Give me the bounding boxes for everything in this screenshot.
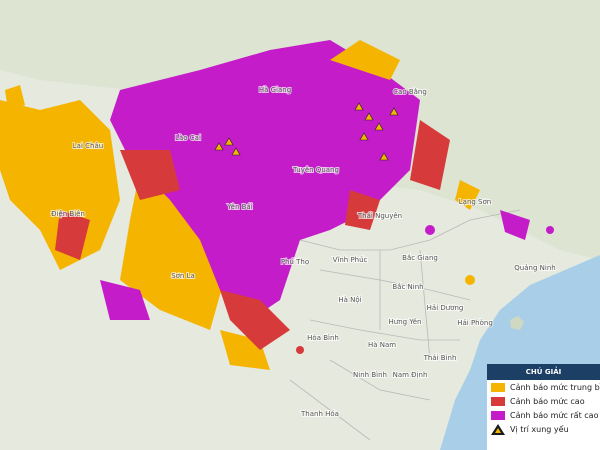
risk-areas <box>0 40 554 370</box>
place-label: Hà Giang <box>259 86 291 94</box>
legend-items: Cảnh báo mức trung bình Cảnh báo mức cao C… <box>487 380 600 436</box>
borders <box>289 209 521 441</box>
place-label: Cao Bằng <box>393 87 427 96</box>
legend-swatch <box>491 396 505 406</box>
legend-item: Cảnh báo mức rất cao <box>487 408 600 422</box>
place-label: Bắc Giang <box>402 253 438 262</box>
place-label: Yên Bái <box>226 203 252 211</box>
place-label: Hà Nam <box>368 341 396 349</box>
place-label: Điện Biên <box>51 210 85 218</box>
legend-label: Vị trí xung yếu <box>510 424 569 434</box>
place-label: Tuyên Quang <box>292 166 339 174</box>
place-label: Hải Phòng <box>457 319 493 327</box>
place-label: Sơn La <box>171 272 195 280</box>
place-label: Nam Định <box>393 371 428 379</box>
place-labels: Lai Châu Điện Biên Lào Cai Yên Bái Sơn La Hà … <box>50 85 557 419</box>
legend: CHÚ GIẢI Cảnh báo mức trung bìnhCảnh báo… <box>487 364 600 450</box>
place-label: Hải Dương <box>427 304 464 312</box>
place-label: Hưng Yên <box>389 318 422 326</box>
place-label: Lạng Sơn <box>459 198 491 206</box>
place-label: Bắc Ninh <box>392 282 423 291</box>
legend-item: Cảnh báo mức cao <box>487 394 600 408</box>
legend-label: Cảnh báo mức trung bình <box>510 382 600 392</box>
place-label: Hà Nội <box>338 296 361 304</box>
place-label: Ninh Bình <box>353 371 387 379</box>
legend-label: Cảnh báo mức cao <box>510 396 585 406</box>
place-label: Lào Cai <box>175 134 201 142</box>
island <box>510 316 524 330</box>
legend-label: Cảnh báo mức rất cao <box>510 410 599 420</box>
legend-icon <box>491 423 505 435</box>
legend-swatch <box>491 382 505 392</box>
place-label: Thanh Hóa <box>300 410 339 418</box>
place-label: Quảng Ninh <box>514 264 555 272</box>
place-label: Hòa Bình <box>307 334 339 342</box>
legend-title: CHÚ GIẢI <box>487 364 600 380</box>
place-label: Lai Châu <box>73 142 103 150</box>
legend-swatch <box>491 410 505 420</box>
legend-item: Vị trí xung yếu <box>487 422 600 436</box>
place-label: Thái Bình <box>423 354 457 362</box>
legend-item: Cảnh báo mức trung bình <box>487 380 600 394</box>
place-label: Thái Nguyên <box>357 212 402 220</box>
place-label: Phú Thọ <box>281 258 309 266</box>
place-label: Vĩnh Phúc <box>333 256 368 264</box>
weak-points <box>214 102 399 161</box>
